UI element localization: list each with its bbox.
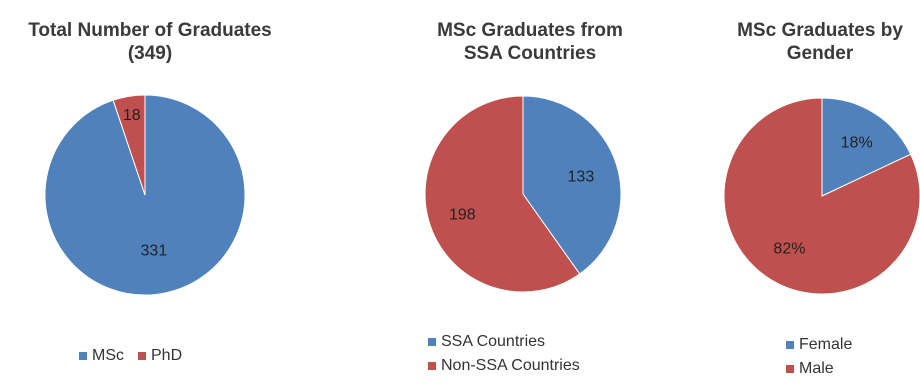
legend-ssa-countries: SSA Countries Non-SSA Countries (428, 330, 580, 378)
legend-swatch (428, 338, 436, 346)
chart-title-ssa-countries: MSc Graduates from SSA Countries (380, 19, 680, 65)
legend-gender: Female Male (786, 333, 852, 381)
pie-slice-non-ssa-countries (424, 95, 581, 293)
pie-slice-female (821, 97, 912, 197)
title-line: (349) (127, 43, 173, 64)
pie-chart-total-graduates: 331 18 (44, 94, 246, 296)
legend-item-non-ssa: Non-SSA Countries (428, 354, 580, 378)
data-label-ssa-countries: 133 (568, 169, 595, 186)
legend-label: SSA Countries (441, 333, 546, 350)
pie-slice-phd (112, 94, 146, 196)
legend-swatch (786, 365, 794, 373)
legend-item-msc: MSc (79, 344, 124, 368)
legend-swatch (786, 341, 794, 349)
pie-slice-ssa-countries (522, 95, 622, 275)
title-line: Total Number of Graduates (28, 20, 272, 41)
legend-item-male: Male (786, 357, 852, 381)
chart-title-gender: MSc Graduates by Gender (690, 19, 920, 65)
pie-chart-gender: 18% 82% (723, 97, 920, 295)
pie-slice-male (723, 97, 920, 295)
legend-item-phd: PhD (138, 344, 182, 368)
legend-label: PhD (151, 347, 183, 364)
title-line: MSc Graduates by (737, 20, 903, 41)
legend-label: Non-SSA Countries (441, 357, 580, 374)
data-label-female: 18% (841, 134, 873, 151)
legend-label: Male (799, 360, 834, 377)
legend-swatch (428, 362, 436, 370)
legend-total-graduates: MSc PhD (79, 344, 196, 368)
title-line: Gender (786, 43, 854, 64)
chart-title-total-graduates: Total Number of Graduates (349) (0, 19, 300, 65)
title-line: MSc Graduates from (437, 20, 623, 41)
legend-swatch (138, 352, 146, 360)
legend-item-ssa: SSA Countries (428, 330, 580, 354)
title-line: SSA Countries (463, 43, 597, 64)
data-label-msc: 331 (141, 242, 168, 259)
pie-chart-ssa-countries: 133 198 (424, 95, 622, 293)
data-label-phd: 18 (123, 107, 141, 124)
legend-label: MSc (92, 347, 124, 364)
data-label-non-ssa-countries: 198 (449, 206, 476, 223)
data-label-male: 82% (773, 240, 805, 257)
legend-label: Female (799, 336, 853, 353)
legend-swatch (79, 352, 87, 360)
legend-item-female: Female (786, 333, 852, 357)
